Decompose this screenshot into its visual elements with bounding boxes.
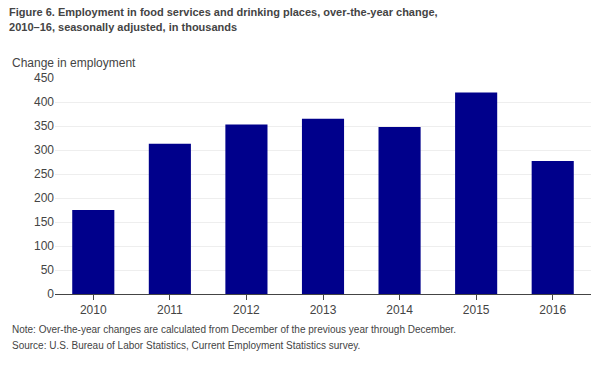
- svg-text:2013: 2013: [310, 303, 337, 317]
- svg-text:200: 200: [34, 191, 54, 205]
- svg-text:250: 250: [34, 167, 54, 181]
- svg-text:2016: 2016: [539, 303, 566, 317]
- svg-text:150: 150: [34, 215, 54, 229]
- svg-text:450: 450: [34, 71, 54, 85]
- svg-text:0: 0: [47, 287, 54, 301]
- svg-text:100: 100: [34, 239, 54, 253]
- svg-text:Change in employment: Change in employment: [12, 56, 136, 70]
- svg-text:350: 350: [34, 119, 54, 133]
- svg-text:Source: U.S. Bureau of Labor S: Source: U.S. Bureau of Labor Statistics,…: [12, 340, 360, 351]
- svg-text:400: 400: [34, 95, 54, 109]
- svg-text:Figure 6. Employment in food s: Figure 6. Employment in food services an…: [9, 6, 438, 32]
- svg-text:300: 300: [34, 143, 54, 157]
- svg-text:2010: 2010: [80, 303, 107, 317]
- svg-text:2012: 2012: [233, 303, 260, 317]
- svg-text:2015: 2015: [463, 303, 490, 317]
- svg-text:Note: Over-the-year changes ar: Note: Over-the-year changes are calculat…: [12, 324, 456, 335]
- svg-text:2014: 2014: [386, 303, 413, 317]
- svg-text:50: 50: [41, 263, 55, 277]
- svg-text:2011: 2011: [157, 303, 183, 317]
